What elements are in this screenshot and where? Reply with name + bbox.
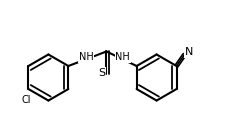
Text: S: S [99, 68, 106, 78]
Text: NH: NH [79, 52, 94, 62]
Text: NH: NH [115, 52, 130, 62]
Text: Cl: Cl [22, 95, 31, 105]
Text: N: N [185, 47, 193, 57]
